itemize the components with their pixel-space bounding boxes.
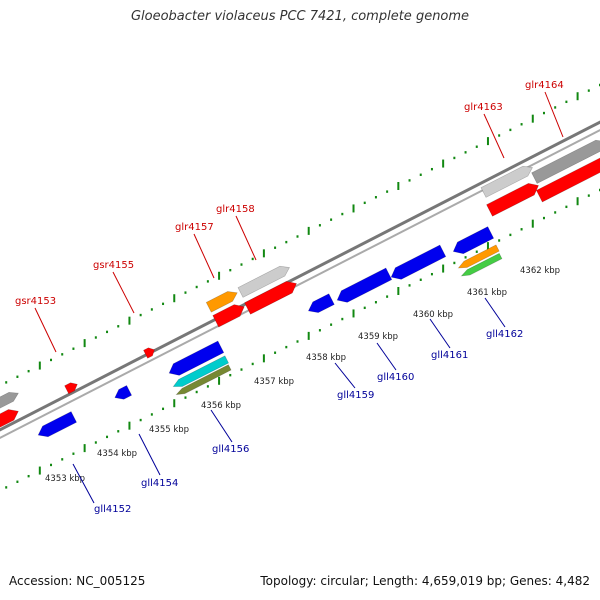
kbp-label: 4362 kbp (520, 266, 560, 276)
gene-gll4160 (336, 267, 393, 303)
kbp-labels: 4353 kbp 4354 kbp 4355 kbp 4356 kbp 4357 kbp… (45, 266, 560, 484)
gene-gll4161 (390, 244, 447, 280)
gene-red-edge (0, 409, 19, 431)
gene-gsr4155-shape (143, 347, 155, 359)
gene-gll4156-shape (168, 340, 225, 376)
kbp-label: 4353 kbp (45, 474, 85, 484)
gene-orange-a-shape (205, 291, 238, 313)
forward-tick-track (5, 83, 600, 384)
page-title: Gloeobacter violaceus PCC 7421, complete… (130, 9, 470, 24)
gene-green-b (460, 252, 503, 277)
reverse-gene-label: gll4156 (212, 444, 249, 455)
gene-orange-a (205, 291, 238, 313)
gene-gll4160-shape (336, 267, 393, 303)
gene-cyan (172, 355, 229, 387)
reverse-gene-label: gll4160 (377, 372, 414, 383)
forward-gene-label: glr4164 (525, 80, 564, 91)
forward-label-leader (483, 113, 505, 159)
forward-label-leader (112, 271, 135, 314)
gene-glr4157-shape (212, 304, 245, 328)
gene-glr4158 (244, 281, 297, 315)
kbp-label: 4354 kbp (97, 449, 137, 459)
gene-glr4163-shape (486, 183, 539, 217)
backbone-line-upper (0, 120, 600, 432)
gene-red-edge-shape (0, 409, 19, 431)
reverse-label-leader (429, 318, 451, 349)
kbp-label: 4360 kbp (413, 310, 453, 320)
gene-orange-b-shape (457, 244, 500, 269)
gene-glr4158-shape (244, 281, 297, 315)
gene-glr4158-light-shape (237, 265, 290, 298)
forward-label-leader (193, 233, 215, 279)
kbp-label: 4361 kbp (467, 288, 507, 298)
gene-glr4157 (212, 304, 245, 328)
gene-features (0, 139, 600, 438)
gene-glr4163 (486, 183, 539, 217)
gene-grey-edge-shape (0, 392, 19, 412)
kbp-label: 4359 kbp (358, 332, 398, 342)
gene-gsr4153 (64, 382, 78, 395)
gene-gsr4153-shape (64, 382, 78, 395)
topology-text: Topology: circular; Length: 4,659,019 bp… (260, 574, 590, 588)
reverse-gene-label: gll4162 (486, 329, 523, 340)
gene-olive-shape (175, 364, 232, 396)
reverse-gene-label: gll4161 (431, 350, 468, 361)
reverse-label-leader (72, 463, 95, 504)
kbp-label: 4356 kbp (201, 401, 241, 411)
forward-gene-label: glr4157 (175, 222, 214, 233)
reverse-gene-label: gll4152 (94, 504, 131, 515)
forward-gene-label: gsr4153 (15, 296, 56, 307)
gene-glr4163-light (480, 165, 533, 198)
gene-gsr4155 (143, 347, 155, 359)
genome-backbone (0, 120, 600, 439)
gene-gll4162-shape (452, 226, 495, 255)
forward-label-leader (34, 307, 57, 353)
gene-glr4164-grey-shape (531, 139, 600, 184)
reverse-gene-label: gll4159 (337, 390, 374, 401)
gene-glr4164-grey (531, 139, 600, 184)
gene-gll4161-shape (390, 244, 447, 280)
kbp-label: 4358 kbp (306, 353, 346, 363)
kbp-label: 4357 kbp (254, 377, 294, 387)
gene-gll4152 (37, 411, 77, 438)
gene-glr4163-light-shape (480, 165, 533, 198)
forward-gene-label: glr4158 (216, 204, 255, 215)
gene-gll4152-shape (37, 411, 77, 438)
gene-gll4154-shape (114, 385, 133, 400)
gene-gll4159 (307, 293, 335, 313)
reverse-label-leader (376, 342, 397, 371)
forward-gene-label: glr4163 (464, 102, 503, 113)
forward-label-leader (235, 215, 257, 261)
gene-gll4154 (114, 385, 133, 400)
gene-gll4159-shape (307, 293, 335, 313)
accession-text: Accession: NC_005125 (9, 574, 146, 588)
gene-gll4156 (168, 340, 225, 376)
gene-olive (175, 364, 232, 396)
reverse-tick-track (5, 188, 600, 489)
gene-orange-b (457, 244, 500, 269)
gene-glr4164 (536, 157, 600, 203)
reverse-label-leader (210, 409, 233, 443)
forward-gene-label: gsr4155 (93, 260, 134, 271)
reverse-label-leader (334, 362, 356, 389)
gene-cyan-shape (172, 355, 229, 387)
gene-glr4158-light (237, 265, 290, 298)
gene-green-b-shape (460, 252, 503, 277)
gene-glr4164-shape (536, 157, 600, 203)
forward-label-leader (544, 91, 564, 138)
reverse-label-leader (138, 433, 161, 476)
gene-gll4162 (452, 226, 495, 255)
reverse-gene-label: gll4154 (141, 478, 178, 489)
gene-grey-edge (0, 392, 19, 412)
kbp-label: 4355 kbp (149, 425, 189, 435)
reverse-label-leader (484, 297, 506, 328)
